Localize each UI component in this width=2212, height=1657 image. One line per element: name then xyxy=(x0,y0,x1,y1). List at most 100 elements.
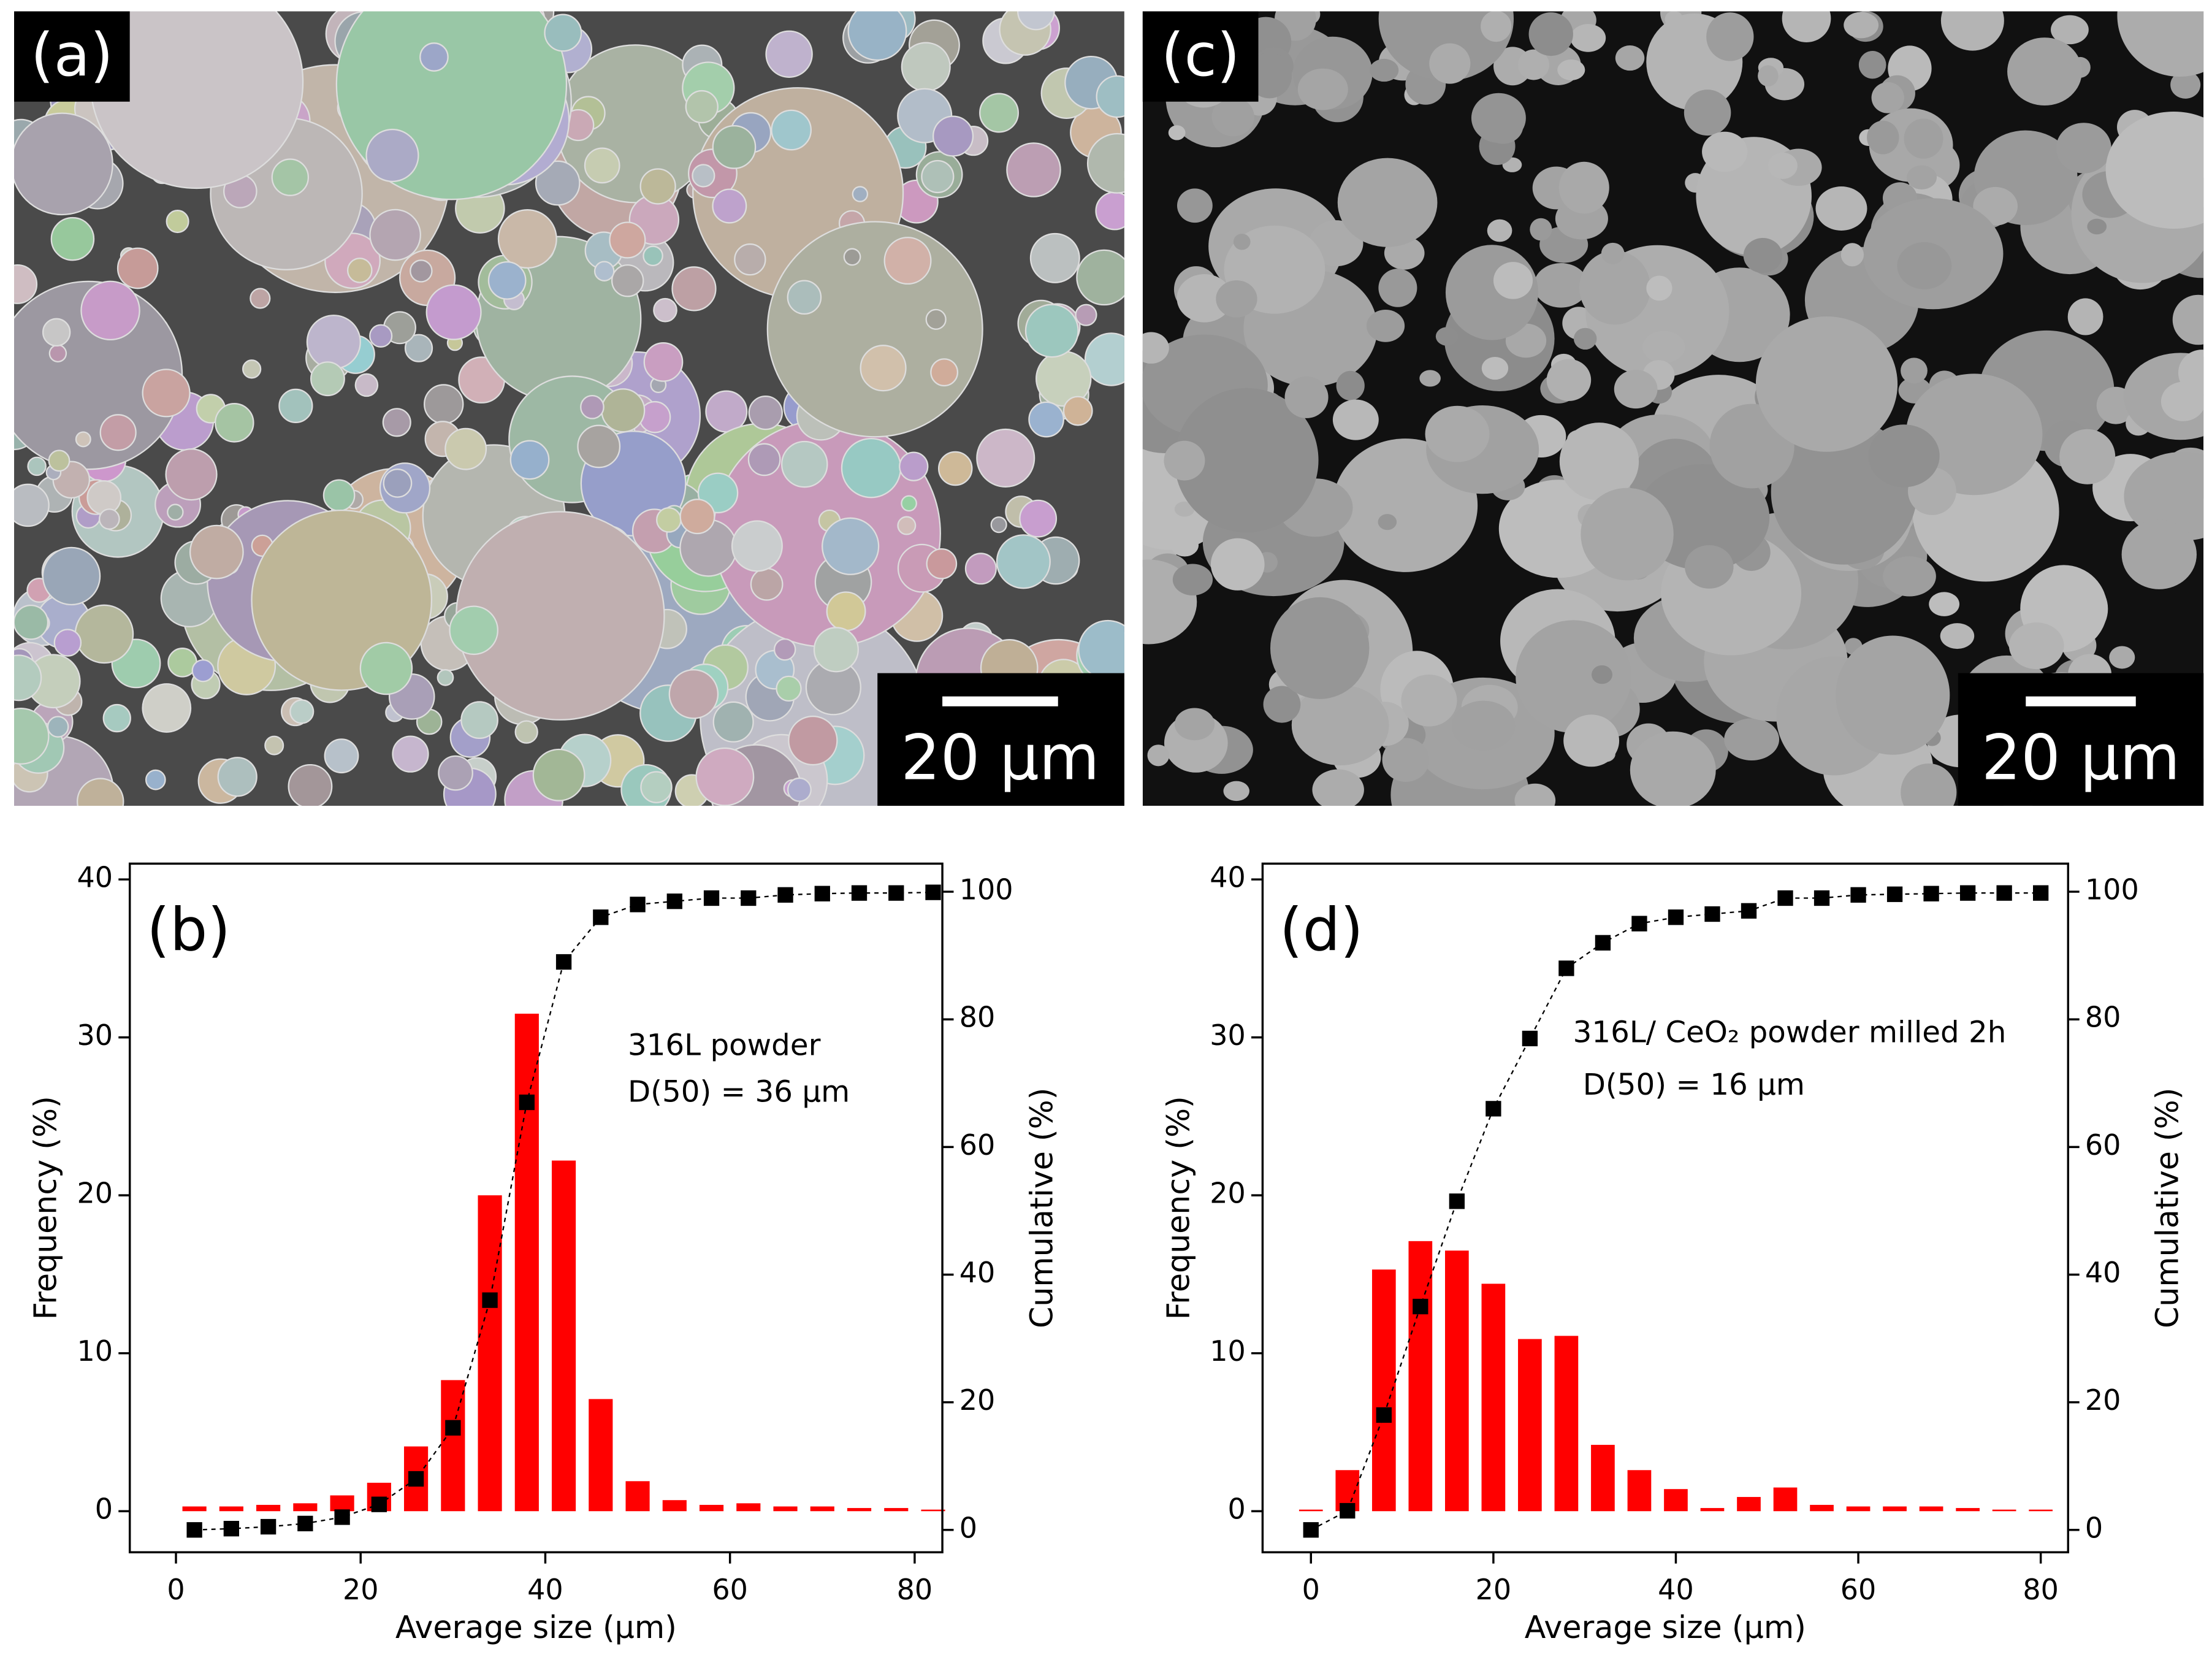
y2-tick-label: 100 xyxy=(959,873,1013,906)
particle xyxy=(1172,564,1213,595)
particle xyxy=(1559,423,1639,500)
particle xyxy=(1901,358,1928,384)
particle xyxy=(53,629,82,657)
particle xyxy=(75,431,91,448)
particle xyxy=(514,720,538,744)
particle xyxy=(1557,59,1585,80)
cumulative-line xyxy=(194,891,934,1531)
bar xyxy=(514,1013,539,1512)
particle xyxy=(2161,381,2204,421)
particle xyxy=(822,517,880,575)
particle xyxy=(925,308,947,330)
particle xyxy=(1401,674,1457,727)
particle xyxy=(145,769,166,790)
particle xyxy=(383,469,413,498)
particle xyxy=(788,715,838,766)
particle xyxy=(1758,65,1779,86)
particle xyxy=(1451,700,1516,751)
bar xyxy=(219,1506,243,1512)
particle xyxy=(424,384,464,424)
particle xyxy=(653,297,677,323)
bar xyxy=(1664,1489,1688,1512)
particle xyxy=(535,160,581,206)
cumulative-point xyxy=(445,1420,461,1436)
particle xyxy=(1907,165,1937,189)
particle xyxy=(1646,275,1672,301)
panel-label: (d) xyxy=(1280,895,1363,965)
x-tick-label: 20 xyxy=(1476,1573,1512,1606)
cumulative-point xyxy=(555,954,572,970)
cumulative-point xyxy=(1303,1522,1319,1538)
particle xyxy=(14,483,50,527)
particle xyxy=(1581,488,1674,581)
particle xyxy=(1291,684,1389,765)
particle xyxy=(1724,718,1780,760)
particle xyxy=(1312,769,1364,806)
cumulative-point xyxy=(1340,1502,1356,1519)
bar xyxy=(1554,1336,1579,1512)
particle xyxy=(1665,11,1684,28)
annotation: D(50) = 16 µm xyxy=(1583,1068,1805,1102)
y-axis-label: Frequency (%) xyxy=(1160,1096,1196,1320)
particle xyxy=(712,125,757,169)
y2-tick-label: 80 xyxy=(2085,1001,2121,1034)
y-tick-label: 0 xyxy=(1228,1493,1246,1526)
cumulative-point xyxy=(186,1522,202,1538)
particle xyxy=(1528,12,1573,56)
bar xyxy=(1700,1508,1725,1512)
particle xyxy=(976,428,1035,488)
bar xyxy=(810,1506,834,1512)
particle xyxy=(990,516,1007,534)
particle xyxy=(217,757,257,797)
particle xyxy=(2067,298,2103,335)
cumulative-point xyxy=(1485,1101,1501,1117)
particle xyxy=(1558,161,1609,214)
particle xyxy=(781,440,828,488)
bar xyxy=(921,1509,945,1512)
particle xyxy=(1630,731,1716,806)
x-tick-label: 80 xyxy=(897,1573,933,1606)
y-tick-label: 20 xyxy=(1210,1177,1246,1210)
bar xyxy=(182,1506,207,1512)
particle xyxy=(1370,58,1399,82)
particle xyxy=(14,264,38,304)
particle xyxy=(215,403,254,443)
particle xyxy=(1706,12,1754,61)
bar xyxy=(1956,1508,1980,1512)
cumulative-point xyxy=(1886,886,1903,902)
label-box xyxy=(1142,11,1259,102)
cumulative-point xyxy=(888,885,904,901)
cumulative-point xyxy=(1668,909,1684,925)
bar xyxy=(589,1399,613,1512)
bar xyxy=(1992,1509,2016,1512)
particle xyxy=(860,345,907,392)
bar xyxy=(293,1503,318,1512)
particle xyxy=(1076,249,1124,306)
y-tick-label: 10 xyxy=(77,1334,113,1368)
particle xyxy=(1378,514,1397,530)
particle xyxy=(48,344,67,362)
particle xyxy=(1592,665,1613,684)
particle xyxy=(288,763,333,806)
particle xyxy=(766,221,983,438)
x-tick-label: 40 xyxy=(527,1573,563,1606)
bar xyxy=(1883,1506,1907,1512)
x-axis-label: Average size (µm) xyxy=(1525,1609,1806,1645)
y-tick-label: 0 xyxy=(95,1493,113,1526)
bar xyxy=(330,1495,354,1512)
y2-tick-label: 100 xyxy=(2085,873,2139,906)
particle xyxy=(1263,686,1301,723)
particle xyxy=(2105,112,2204,229)
particle xyxy=(1905,373,2043,496)
particle xyxy=(1579,250,1651,325)
cumulative-point xyxy=(1631,916,1647,932)
particle xyxy=(48,450,71,472)
bar xyxy=(551,1160,576,1512)
particle xyxy=(102,703,131,733)
particle xyxy=(1897,242,1952,289)
particle xyxy=(1062,396,1093,426)
bar xyxy=(256,1504,281,1512)
annotation: D(50) = 36 µm xyxy=(628,1074,850,1109)
particle xyxy=(27,456,47,476)
particle xyxy=(1174,388,1319,533)
